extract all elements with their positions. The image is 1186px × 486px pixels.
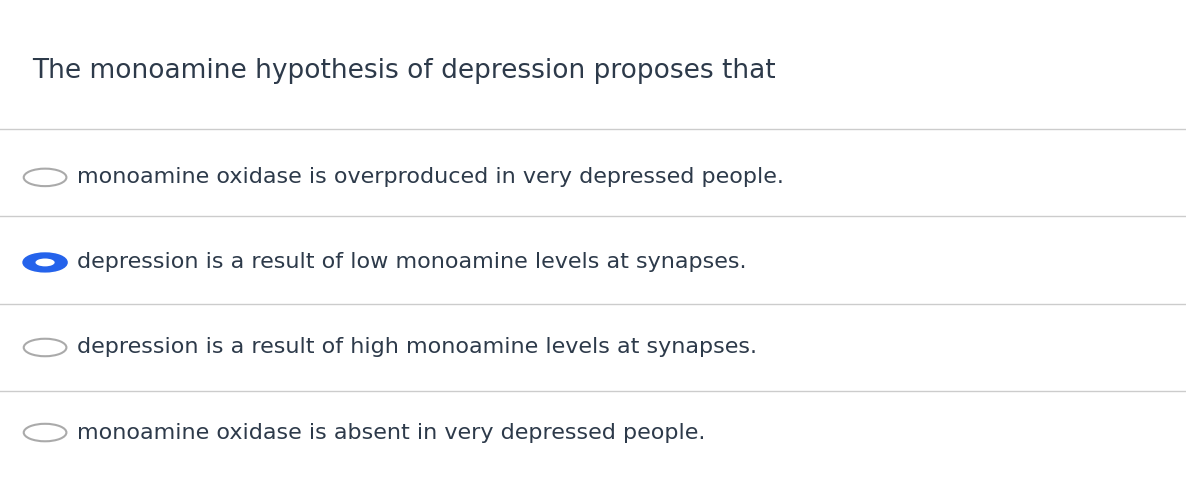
Circle shape [24,169,66,186]
Text: monoamine oxidase is overproduced in very depressed people.: monoamine oxidase is overproduced in ver… [77,167,784,188]
Text: depression is a result of high monoamine levels at synapses.: depression is a result of high monoamine… [77,337,757,358]
Circle shape [24,424,66,441]
Text: monoamine oxidase is absent in very depressed people.: monoamine oxidase is absent in very depr… [77,422,706,443]
Circle shape [24,339,66,356]
Circle shape [36,259,55,266]
Text: depression is a result of low monoamine levels at synapses.: depression is a result of low monoamine … [77,252,747,273]
Circle shape [24,254,66,271]
Text: The monoamine hypothesis of depression proposes that: The monoamine hypothesis of depression p… [32,58,776,84]
